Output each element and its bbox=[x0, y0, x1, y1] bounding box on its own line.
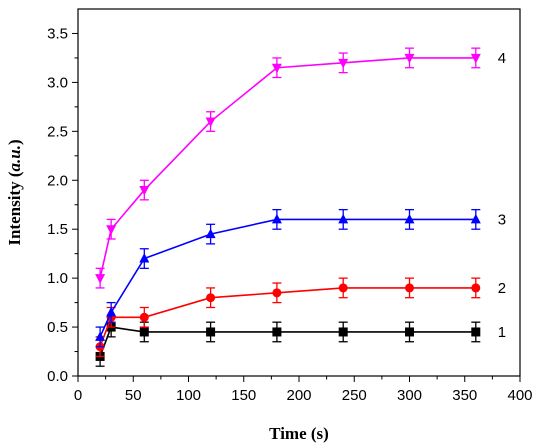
y-tick-label: 3.0 bbox=[47, 74, 68, 91]
data-point bbox=[95, 274, 106, 284]
x-tick-label: 150 bbox=[231, 387, 256, 404]
series-1: 1 bbox=[95, 316, 506, 367]
data-point bbox=[338, 327, 348, 337]
data-point bbox=[470, 53, 481, 64]
y-axis-title-unit: a.u. bbox=[5, 145, 24, 171]
data-point bbox=[338, 213, 349, 224]
data-point bbox=[106, 225, 117, 235]
series-label: 4 bbox=[498, 50, 506, 67]
data-point bbox=[139, 327, 149, 337]
y-axis-title: Intensity (a.u.) bbox=[5, 139, 24, 245]
data-point bbox=[139, 312, 149, 322]
x-tick-label: 50 bbox=[125, 387, 142, 404]
y-tick-label: 0.0 bbox=[47, 368, 68, 385]
data-point bbox=[470, 213, 481, 224]
data-point bbox=[338, 283, 348, 293]
y-tick-label: 1.0 bbox=[47, 270, 68, 287]
series-line bbox=[99, 326, 476, 357]
data-point bbox=[471, 327, 481, 337]
series-3: 3 bbox=[95, 208, 506, 348]
y-tick-label: 1.5 bbox=[47, 221, 68, 238]
y-axis-ticks: 0.0 0.5 1.0 1.5 2.0 2.5 3.0 3.5 bbox=[47, 25, 78, 385]
data-point bbox=[405, 283, 414, 293]
series-label: 1 bbox=[498, 324, 506, 341]
y-tick-label: 2.5 bbox=[47, 123, 68, 140]
data-point bbox=[338, 58, 349, 69]
series-4: 4 bbox=[95, 47, 506, 289]
x-tick-label: 0 bbox=[74, 387, 82, 404]
series-label: 2 bbox=[498, 280, 506, 297]
x-tick-label: 200 bbox=[286, 387, 311, 404]
data-point bbox=[272, 288, 282, 298]
series-line bbox=[99, 57, 476, 279]
x-axis-ticks: 0 50 100 150 200 250 300 350 400 bbox=[74, 376, 533, 404]
data-point bbox=[272, 327, 282, 337]
data-point bbox=[206, 293, 216, 303]
x-tick-label: 100 bbox=[176, 387, 201, 404]
data-point bbox=[404, 53, 415, 64]
data-point bbox=[471, 283, 481, 293]
y-axis-title-end: ) bbox=[5, 139, 24, 145]
data-point bbox=[271, 213, 282, 224]
y-tick-label: 3.5 bbox=[47, 25, 68, 42]
x-axis-title: Time (s) bbox=[269, 424, 329, 443]
data-point bbox=[206, 327, 216, 337]
x-tick-label: 250 bbox=[342, 387, 367, 404]
x-tick-label: 300 bbox=[397, 387, 422, 404]
data-point bbox=[205, 117, 216, 128]
series-line bbox=[99, 218, 476, 338]
data-point bbox=[271, 63, 282, 74]
x-tick-label: 350 bbox=[452, 387, 477, 404]
y-axis-title-main: Intensity ( bbox=[5, 171, 24, 245]
data-point bbox=[106, 306, 117, 317]
series-2: 2 bbox=[95, 277, 506, 358]
data-point bbox=[139, 253, 150, 263]
data-point bbox=[205, 228, 216, 239]
data-point bbox=[95, 331, 106, 341]
data-point bbox=[405, 327, 414, 337]
data-point bbox=[139, 186, 150, 196]
x-tick-label: 400 bbox=[507, 387, 532, 404]
data-point bbox=[404, 213, 415, 224]
y-tick-label: 2.0 bbox=[47, 172, 68, 189]
series-group: 1 2 3 4 bbox=[95, 47, 506, 367]
y-tick-label: 0.5 bbox=[47, 319, 68, 336]
series-line bbox=[99, 287, 476, 347]
series-label: 3 bbox=[498, 211, 506, 228]
